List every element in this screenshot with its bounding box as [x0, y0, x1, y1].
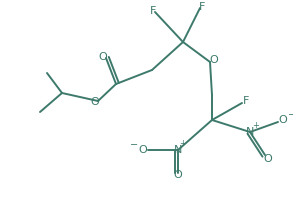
Text: N: N [246, 127, 254, 137]
Text: F: F [243, 96, 249, 106]
Text: F: F [150, 6, 156, 16]
Text: O: O [279, 115, 287, 125]
Text: O: O [91, 97, 99, 107]
Text: +: + [253, 121, 259, 130]
Text: N: N [174, 145, 182, 155]
Text: −: − [130, 140, 138, 150]
Text: +: + [180, 140, 186, 148]
Text: O: O [174, 170, 182, 180]
Text: O: O [264, 154, 272, 164]
Text: −: − [288, 110, 293, 120]
Text: O: O [209, 55, 218, 65]
Text: F: F [199, 2, 205, 12]
Text: O: O [139, 145, 147, 155]
Text: O: O [99, 52, 107, 62]
